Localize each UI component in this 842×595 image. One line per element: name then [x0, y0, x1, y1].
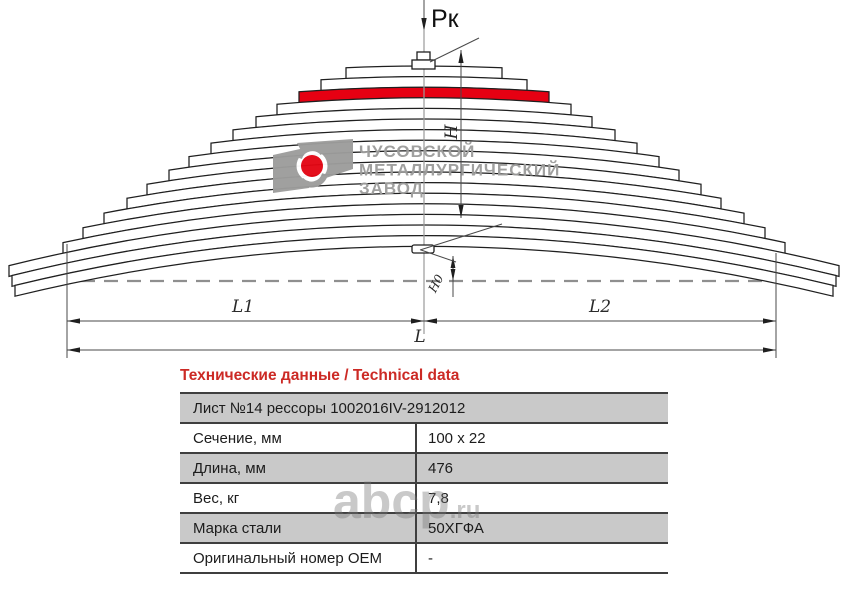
spec-value: 100 x 22 [414, 423, 669, 454]
force-label: Pк [431, 5, 460, 33]
leaf [14, 235, 834, 297]
dimension-l: L [67, 327, 776, 353]
factory-logo-line1: ЧУСОВСКОЙ [359, 142, 475, 161]
dim-h0-label: H0 [425, 272, 446, 296]
dimension-l1: L1 [67, 297, 424, 324]
dimension-h0: H0 [420, 249, 457, 297]
factory-logo: ЧУСОВСКОЙ МЕТАЛЛУРГИЧЕСКИЙ ЗАВОД [273, 139, 560, 198]
factory-logo-line3: ЗАВОД [359, 179, 424, 198]
table-header-row: Лист №14 рессоры 1002016IV-2912012 [180, 393, 669, 424]
spec-label: Оригинальный номер OEM [180, 543, 416, 574]
spec-value: 7,8 [414, 483, 669, 514]
center-bolt-icon [411, 51, 436, 70]
technical-data-heading: Технические данные / Technical data [180, 367, 460, 384]
leaf-spring-diagram: Pк H H0 [8, 0, 840, 358]
dim-l2-label: L2 [588, 297, 611, 317]
dim-h-label: H [442, 123, 462, 140]
table-header-title: Лист №14 рессоры 1002016IV-2912012 [180, 393, 669, 424]
spec-label: Вес, кг [180, 483, 416, 514]
spec-value: 476 [414, 453, 669, 484]
force-arrowhead [421, 18, 427, 31]
factory-logo-mark-icon [273, 139, 353, 193]
spec-label: Длина, мм [180, 453, 416, 484]
dim-l1-label: L1 [231, 297, 254, 317]
table-row: Вес, кг 7,8 [180, 483, 669, 514]
specs-table: Лист №14 рессоры 1002016IV-2912012 Сечен… [180, 392, 669, 574]
clamp-leader-line [419, 223, 503, 251]
dimension-h: H [442, 50, 464, 218]
dim-l-label: L [413, 327, 425, 347]
spec-value: - [414, 543, 669, 574]
dimension-l2: L2 [424, 297, 776, 324]
spec-value: 50ХГФА [414, 513, 669, 544]
spec-label: Марка стали [180, 513, 416, 544]
spec-label: Сечение, мм [180, 423, 416, 454]
table-row: Сечение, мм 100 x 22 [180, 423, 669, 454]
table-row: Длина, мм 476 [180, 453, 669, 484]
factory-logo-line2: МЕТАЛЛУРГИЧЕСКИЙ [359, 161, 560, 180]
h-leader-line [429, 37, 480, 63]
table-row: Марка стали 50ХГФА [180, 513, 669, 544]
table-row: Оригинальный номер OEM - [180, 543, 669, 574]
